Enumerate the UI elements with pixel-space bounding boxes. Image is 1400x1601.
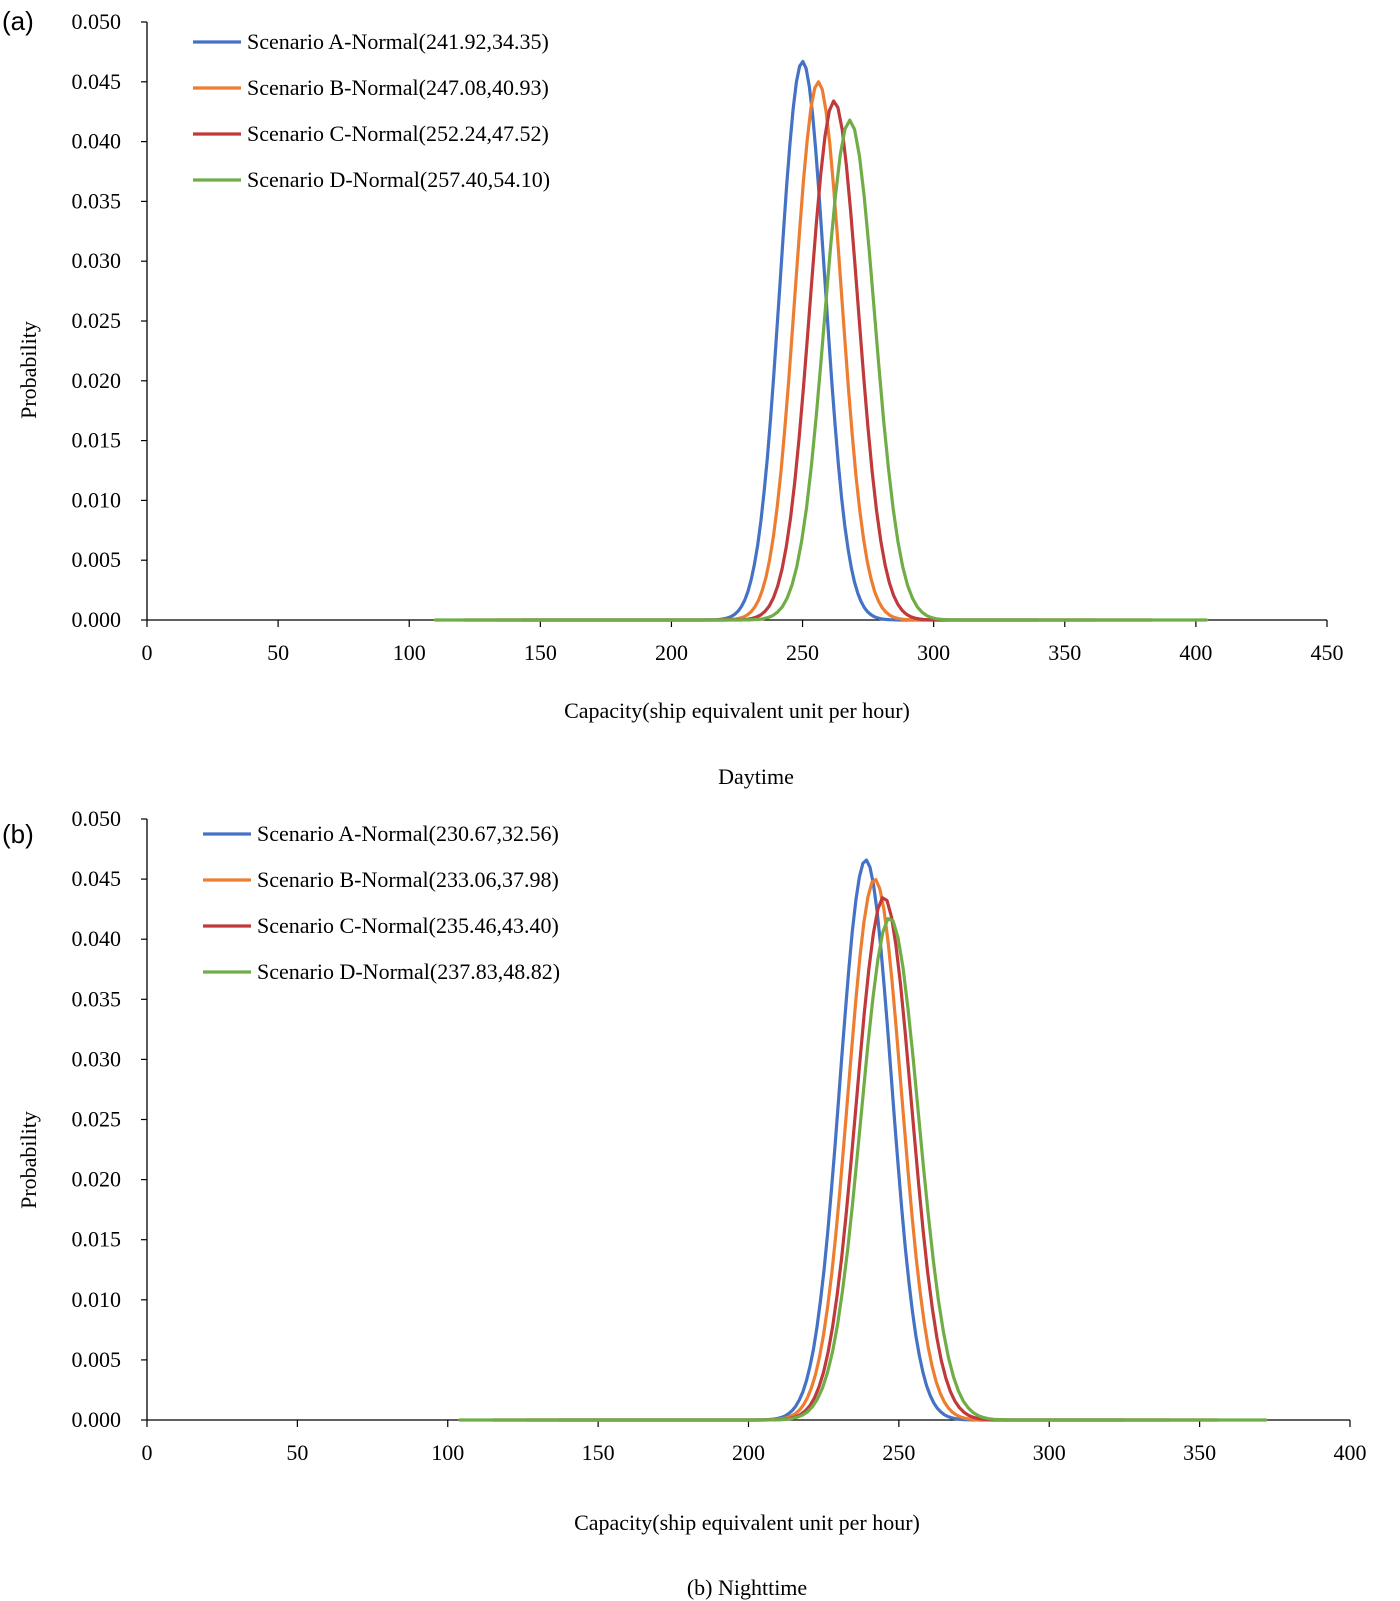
x-tick-label: 200 [732,1440,765,1465]
legend-label: Scenario C-Normal(235.46,43.40) [257,913,559,938]
x-tick-label: 100 [431,1440,464,1465]
x-tick-label: 150 [524,640,557,665]
panel-b-series-line-3 [491,896,1220,1422]
y-tick-label: 0.025 [72,308,122,333]
legend-label: Scenario D-Normal(257.40,54.10) [247,167,550,192]
panel-a-label: (a) [2,6,34,36]
legend-label: Scenario B-Normal(233.06,37.98) [257,867,559,892]
y-tick-label: 0.035 [72,986,122,1011]
legend-label: Scenario A-Normal(241.92,34.35) [247,29,549,54]
panel-a-series-line-2 [494,80,1098,622]
panel-a: (a) 0.000 0.005 0.010 0.015 0.020 0.025 0.030 0… [2,6,1344,789]
x-tick-label: 250 [882,1440,915,1465]
y-tick-label: 0.030 [72,1046,122,1071]
panel-b-series-line-4 [458,916,1268,1422]
y-tick-label: 0.015 [72,428,122,453]
x-tick-label: 0 [142,1440,153,1465]
x-tick-label: 50 [286,1440,308,1465]
panel-b-label: (b) [2,819,34,849]
y-tick-label: 0.030 [72,248,122,273]
x-tick-label: 400 [1179,640,1212,665]
panel-a-x-axis-title: Capacity(ship equivalent unit per hour) [564,698,910,723]
x-tick-label: 350 [1183,1440,1216,1465]
legend-label: Scenario D-Normal(237.83,48.82) [257,959,560,984]
x-tick-label: 350 [1048,640,1081,665]
y-tick-label: 0.010 [72,1287,122,1312]
panel-b-y-axis-title: Probability [16,1111,41,1209]
panel-a-y-axis-title: Probability [16,321,41,419]
y-tick-label: 0.040 [72,926,122,951]
y-tick-label: 0.050 [72,9,122,34]
panel-b: (b) 0.000 0.005 0.010 0.015 0.020 0.025 0.030 0… [2,806,1367,1600]
y-tick-label: 0.040 [72,129,122,154]
y-tick-label: 0.000 [72,607,122,632]
legend-label: Scenario C-Normal(252.24,47.52) [247,121,549,146]
legend-label: Scenario A-Normal(230.67,32.56) [257,821,559,846]
y-tick-label: 0.015 [72,1227,122,1252]
y-tick-label: 0.005 [72,1347,122,1372]
x-tick-label: 300 [1033,1440,1066,1465]
y-tick-label: 0.045 [72,866,122,891]
panel-b-series-line-1 [557,858,1127,1422]
legend-label: Scenario B-Normal(247.08,40.93) [247,75,549,100]
x-tick-label: 100 [393,640,426,665]
y-tick-label: 0.045 [72,69,122,94]
panel-b-caption: (b) Nighttime [687,1575,807,1600]
y-tick-label: 0.000 [72,1407,122,1432]
panel-a-series-line-4 [433,118,1209,622]
panel-a-caption: Daytime [718,764,794,789]
y-tick-label: 0.020 [72,368,122,393]
x-tick-label: 200 [655,640,688,665]
y-tick-label: 0.050 [72,806,122,831]
x-tick-label: 400 [1334,1440,1367,1465]
x-tick-label: 300 [917,640,950,665]
panel-b-x-axis-title: Capacity(ship equivalent unit per hour) [574,1510,920,1535]
y-tick-label: 0.025 [72,1107,122,1132]
panel-b-series-line-2 [524,877,1172,1422]
y-tick-label: 0.010 [72,487,122,512]
y-tick-label: 0.035 [72,188,122,213]
x-tick-label: 0 [142,640,153,665]
panel-a-series-line-3 [462,99,1153,622]
x-tick-label: 450 [1311,640,1344,665]
y-tick-label: 0.020 [72,1167,122,1192]
x-tick-label: 150 [582,1440,615,1465]
panel-a-series-line-1 [520,59,1041,622]
x-tick-label: 250 [786,640,819,665]
y-tick-label: 0.005 [72,547,122,572]
x-tick-label: 50 [267,640,289,665]
